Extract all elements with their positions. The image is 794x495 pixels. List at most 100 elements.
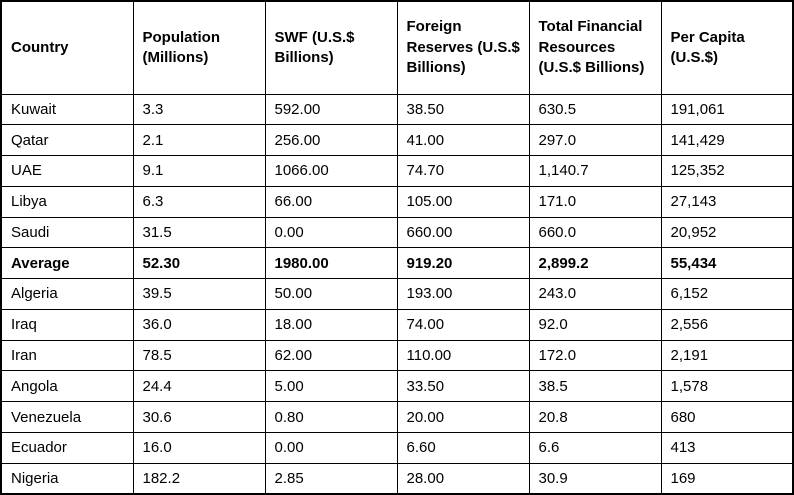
- value-cell: 30.9: [528, 462, 662, 495]
- country-cell: Nigeria: [0, 462, 134, 495]
- value-cell: 66.00: [264, 185, 398, 218]
- value-cell: 30.6: [132, 401, 266, 433]
- value-cell: 2,556: [660, 308, 794, 341]
- table-row: Ecuador 16.0 0.00 6.60 6.6 413: [0, 431, 794, 464]
- value-cell: 193.00: [396, 278, 530, 310]
- column-header: Country: [0, 0, 134, 95]
- value-cell: 6.6: [528, 431, 662, 464]
- value-cell: 20.00: [396, 401, 530, 433]
- value-cell: 74.70: [396, 155, 530, 187]
- value-cell: 50.00: [264, 278, 398, 310]
- table-row: Qatar 2.1 256.00 41.00 297.0 141,429: [0, 124, 794, 157]
- column-header: Per Capita (U.S.$): [660, 0, 794, 95]
- value-cell: 110.00: [396, 339, 530, 372]
- value-cell: 2.1: [132, 124, 266, 157]
- value-cell: 0.00: [264, 216, 398, 249]
- table-row: Libya 6.3 66.00 105.00 171.0 27,143: [0, 185, 794, 218]
- country-cell: Iraq: [0, 308, 134, 341]
- value-cell: 2,191: [660, 339, 794, 372]
- country-cell: Saudi: [0, 216, 134, 249]
- country-cell: Iran: [0, 339, 134, 372]
- value-cell: 125,352: [660, 155, 794, 187]
- table-row: Venezuela 30.6 0.80 20.00 20.8 680: [0, 401, 794, 433]
- value-cell: 33.50: [396, 370, 530, 403]
- value-cell: 630.5: [528, 93, 662, 126]
- value-cell: 74.00: [396, 308, 530, 341]
- value-cell: 171.0: [528, 185, 662, 218]
- value-cell: 256.00: [264, 124, 398, 157]
- value-cell: 31.5: [132, 216, 266, 249]
- value-cell: 297.0: [528, 124, 662, 157]
- column-header: SWF (U.S.$ Billions): [264, 0, 398, 95]
- value-cell: 18.00: [264, 308, 398, 341]
- country-cell: Kuwait: [0, 93, 134, 126]
- value-cell: 16.0: [132, 431, 266, 464]
- table-row: Kuwait 3.3 592.00 38.50 630.5 191,061: [0, 93, 794, 126]
- value-cell: 3.3: [132, 93, 266, 126]
- value-cell: 41.00: [396, 124, 530, 157]
- value-cell: 105.00: [396, 185, 530, 218]
- table-row: Algeria 39.5 50.00 193.00 243.0 6,152: [0, 278, 794, 310]
- value-cell: 9.1: [132, 155, 266, 187]
- value-cell: 141,429: [660, 124, 794, 157]
- value-cell: 6,152: [660, 278, 794, 310]
- value-cell: 1,578: [660, 370, 794, 403]
- country-cell: Venezuela: [0, 401, 134, 433]
- value-cell: 1066.00: [264, 155, 398, 187]
- value-cell: 0.80: [264, 401, 398, 433]
- table-row: Saudi 31.5 0.00 660.00 660.0 20,952: [0, 216, 794, 249]
- value-cell: 243.0: [528, 278, 662, 310]
- table-row: Average 52.30 1980.00 919.20 2,899.2 55,434: [0, 247, 794, 280]
- value-cell: 62.00: [264, 339, 398, 372]
- value-cell: 28.00: [396, 462, 530, 495]
- value-cell: 413: [660, 431, 794, 464]
- value-cell: 92.0: [528, 308, 662, 341]
- column-header: Foreign Reserves (U.S.$ Billions): [396, 0, 530, 95]
- value-cell: 55,434: [660, 247, 794, 280]
- country-cell: Libya: [0, 185, 134, 218]
- value-cell: 38.5: [528, 370, 662, 403]
- country-cell: Average: [0, 247, 134, 280]
- value-cell: 27,143: [660, 185, 794, 218]
- value-cell: 2,899.2: [528, 247, 662, 280]
- value-cell: 6.3: [132, 185, 266, 218]
- country-cell: Algeria: [0, 278, 134, 310]
- value-cell: 6.60: [396, 431, 530, 464]
- value-cell: 36.0: [132, 308, 266, 341]
- table-row: Angola 24.4 5.00 33.50 38.5 1,578: [0, 370, 794, 403]
- value-cell: 20,952: [660, 216, 794, 249]
- value-cell: 919.20: [396, 247, 530, 280]
- value-cell: 191,061: [660, 93, 794, 126]
- value-cell: 20.8: [528, 401, 662, 433]
- value-cell: 0.00: [264, 431, 398, 464]
- value-cell: 660.00: [396, 216, 530, 249]
- country-cell: Angola: [0, 370, 134, 403]
- value-cell: 680: [660, 401, 794, 433]
- value-cell: 1980.00: [264, 247, 398, 280]
- country-cell: UAE: [0, 155, 134, 187]
- value-cell: 2.85: [264, 462, 398, 495]
- table-row: Iran 78.5 62.00 110.00 172.0 2,191: [0, 339, 794, 372]
- value-cell: 38.50: [396, 93, 530, 126]
- value-cell: 1,140.7: [528, 155, 662, 187]
- value-cell: 592.00: [264, 93, 398, 126]
- column-header: Population (Millions): [132, 0, 266, 95]
- country-cell: Ecuador: [0, 431, 134, 464]
- value-cell: 169: [660, 462, 794, 495]
- value-cell: 5.00: [264, 370, 398, 403]
- country-cell: Qatar: [0, 124, 134, 157]
- table-row: Nigeria 182.2 2.85 28.00 30.9 169: [0, 462, 794, 495]
- header-row: Country Population (Millions) SWF (U.S.$ B…: [0, 0, 794, 95]
- table-header: Country Population (Millions) SWF (U.S.$ B…: [0, 0, 794, 95]
- table-body: Kuwait 3.3 592.00 38.50 630.5 191,061 Qatar 2.1…: [0, 93, 794, 495]
- table-row: UAE 9.1 1066.00 74.70 1,140.7 125,352: [0, 155, 794, 187]
- value-cell: 52.30: [132, 247, 266, 280]
- table-row: Iraq 36.0 18.00 74.00 92.0 2,556: [0, 308, 794, 341]
- value-cell: 172.0: [528, 339, 662, 372]
- column-header: Total Financial Resources (U.S.$ Billion…: [528, 0, 662, 95]
- value-cell: 182.2: [132, 462, 266, 495]
- value-cell: 660.0: [528, 216, 662, 249]
- value-cell: 39.5: [132, 278, 266, 310]
